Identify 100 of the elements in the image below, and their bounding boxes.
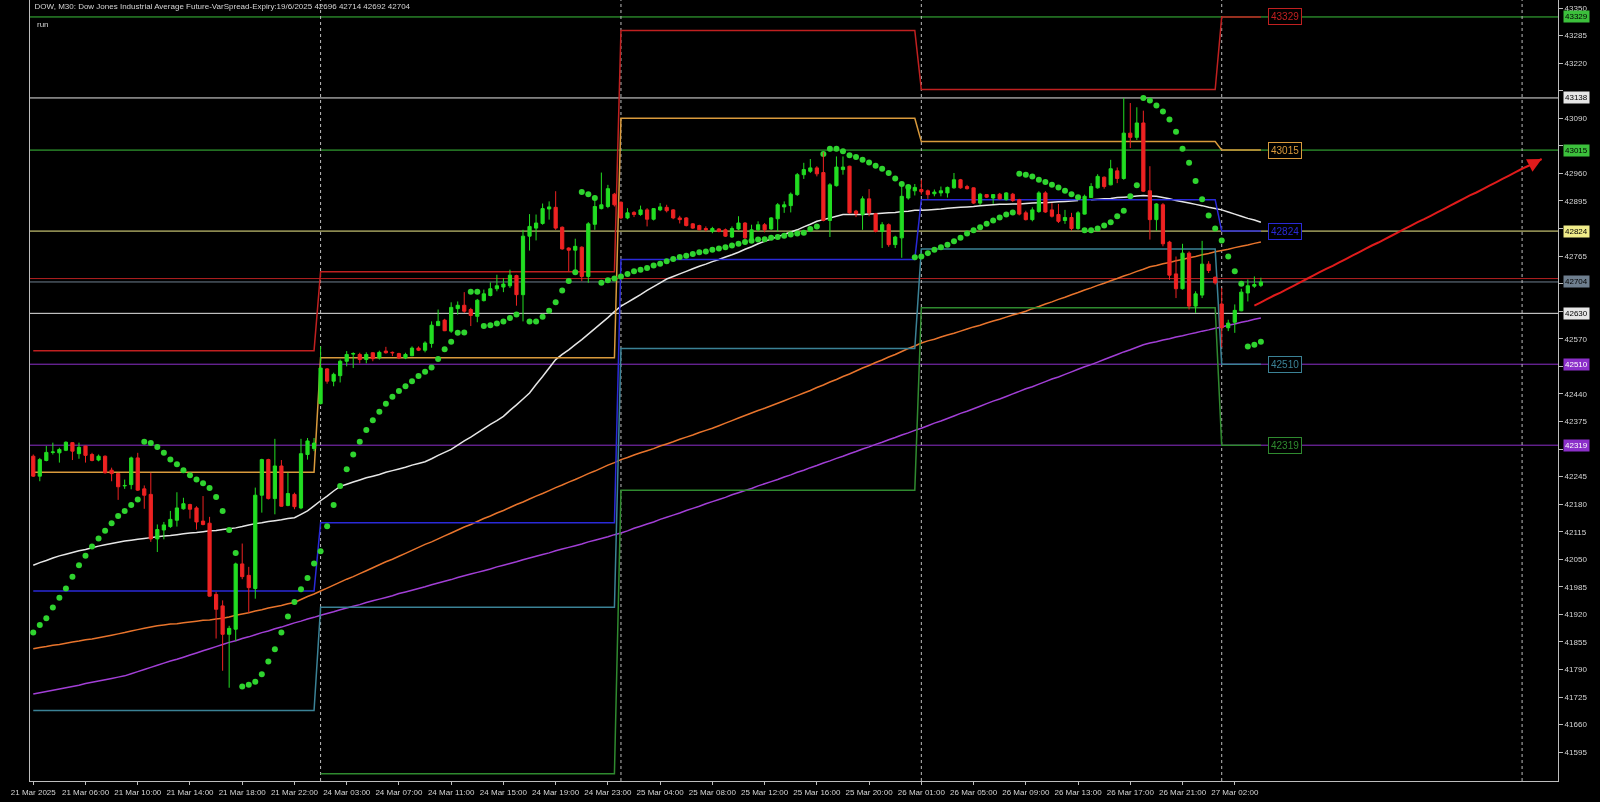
- candlestick: [625, 207, 630, 220]
- candlestick: [827, 182, 833, 238]
- candlestick: [618, 200, 624, 220]
- candlestick: [958, 178, 963, 190]
- x-tick-label: 25 Mar 08:00: [688, 787, 737, 797]
- series-label: 43015: [1271, 145, 1300, 156]
- candlestick: [475, 298, 480, 323]
- candlestick: [1186, 250, 1192, 311]
- candlestick: [364, 351, 369, 364]
- candlestick: [1023, 210, 1028, 221]
- candlestick: [89, 452, 95, 462]
- candlestick: [1102, 175, 1107, 190]
- candlestick: [755, 220, 761, 232]
- ref-line-label: 43329: [1565, 12, 1588, 21]
- candlestick: [1108, 159, 1113, 186]
- candlestick: [227, 625, 232, 689]
- candlestick: [488, 281, 493, 297]
- candlestick: [63, 440, 69, 452]
- y-tick-label: 41790: [1564, 665, 1588, 675]
- y-tick-label: 41595: [1564, 747, 1588, 757]
- candlestick: [540, 203, 545, 226]
- candlestick: [449, 301, 454, 334]
- candlestick: [1134, 106, 1139, 141]
- candlestick: [658, 202, 663, 211]
- x-tick-label: 25 Mar 16:00: [793, 787, 841, 797]
- candlestick: [566, 247, 571, 272]
- line-series: [1253, 158, 1543, 307]
- candlestick: [1082, 194, 1087, 216]
- candlestick: [357, 352, 362, 364]
- line-series: [319, 307, 1262, 775]
- x-tick-label: 24 Mar 23:00: [584, 787, 633, 797]
- x-tick-label: 26 Mar 21:00: [1158, 787, 1207, 797]
- candlestick: [214, 591, 219, 640]
- candlestick: [1232, 303, 1237, 334]
- candlestick: [253, 487, 258, 600]
- candlestick: [547, 200, 552, 221]
- candlestick: [677, 215, 682, 224]
- candlestick: [1173, 256, 1179, 299]
- x-tick-label: 21 Mar 10:00: [114, 787, 162, 797]
- candlestick: [455, 300, 460, 316]
- y-tick-label: 42180: [1564, 499, 1588, 509]
- candlestick: [1213, 275, 1218, 285]
- candlestick: [1258, 277, 1263, 288]
- candlestick: [579, 245, 584, 282]
- candlestick: [716, 227, 722, 233]
- candlestick: [1206, 260, 1211, 274]
- candlestick: [1160, 202, 1166, 247]
- candlestick: [978, 192, 983, 206]
- annotation: run: [37, 20, 49, 29]
- candlestick: [1141, 110, 1146, 193]
- candlestick: [514, 274, 519, 307]
- candlestick: [1200, 240, 1205, 299]
- candlestick: [932, 189, 937, 197]
- y-tick-label: 43350: [1564, 3, 1588, 13]
- candlestick: [135, 452, 140, 492]
- candlestick: [76, 442, 82, 460]
- ref-line-label: 43015: [1565, 146, 1588, 155]
- ref-line-label: 43138: [1565, 93, 1588, 102]
- candlestick: [533, 214, 539, 241]
- candlestick: [187, 503, 193, 520]
- y-tick-label: 43285: [1564, 31, 1588, 41]
- candlestick: [814, 165, 819, 177]
- candlestick: [893, 235, 898, 249]
- candlestick: [984, 193, 989, 199]
- candlestick: [259, 458, 264, 514]
- candlestick: [684, 216, 689, 227]
- candlestick: [1089, 182, 1094, 199]
- y-tick-label: 41855: [1564, 637, 1588, 647]
- candlestick: [57, 447, 62, 464]
- candlestick: [174, 491, 180, 528]
- x-tick-label: 26 Mar 13:00: [1054, 787, 1103, 797]
- candlestick: [951, 172, 957, 190]
- x-tick-label: 24 Mar 15:00: [479, 787, 528, 797]
- ref-line-label: 42319: [1565, 441, 1588, 450]
- candlestick: [96, 454, 101, 461]
- candlestick: [938, 186, 944, 197]
- x-tick-label: 25 Mar 20:00: [845, 787, 894, 797]
- candlestick: [429, 320, 434, 349]
- candlestick: [246, 566, 251, 614]
- candlestick: [292, 492, 297, 510]
- candlestick: [409, 345, 415, 357]
- candlestick: [436, 309, 441, 327]
- candlestick: [168, 510, 173, 529]
- ref-line-label: 42704: [1565, 277, 1588, 286]
- candlestick: [272, 438, 277, 515]
- candlestick: [840, 155, 846, 176]
- candlestick: [1049, 202, 1055, 219]
- candlestick: [605, 184, 610, 209]
- candlestick: [155, 523, 160, 553]
- candlestick: [664, 204, 669, 213]
- candlestick: [1239, 288, 1244, 312]
- y-tick-label: 43220: [1564, 58, 1588, 68]
- line-series: [32, 317, 1262, 695]
- x-tick-label: 21 Mar 18:00: [218, 787, 267, 797]
- x-tick-label: 26 Mar 05:00: [950, 787, 998, 797]
- candlestick: [729, 225, 735, 239]
- y-tick-label: 42375: [1564, 417, 1588, 427]
- candlestick: [1219, 287, 1224, 348]
- candlestick: [416, 345, 421, 352]
- candlestick: [651, 207, 656, 221]
